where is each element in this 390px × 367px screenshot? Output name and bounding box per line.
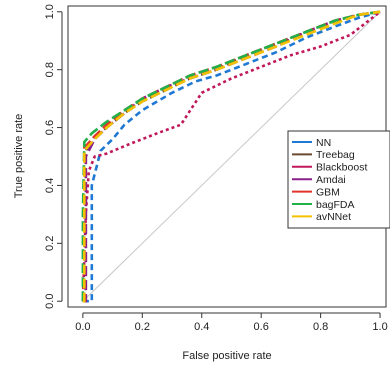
x-tick-label: 0.0: [75, 321, 90, 333]
y-tick-label: 0.6: [44, 120, 56, 135]
y-tick-label: 0.0: [44, 294, 56, 309]
y-axis-title: True positive rate: [13, 114, 25, 199]
legend-label: bagFDA: [316, 199, 355, 211]
x-axis-title: False positive rate: [182, 350, 271, 362]
legend-label: Amdai: [316, 174, 346, 186]
x-tick-label: 0.4: [194, 321, 209, 333]
x-tick-label: 0.2: [135, 321, 150, 333]
x-tick-label: 1.0: [372, 321, 387, 333]
series-line-avnnet: [82, 10, 381, 303]
x-tick-label: 0.8: [313, 321, 328, 333]
diagonal-reference-line: [82, 11, 381, 302]
legend-label: Blackboost: [316, 162, 367, 174]
y-tick-label: 0.2: [44, 236, 56, 251]
x-tick-label: 0.6: [254, 321, 269, 333]
legend-label: GBM: [316, 186, 340, 198]
series-line-nn: [82, 10, 381, 303]
series-group: [81, 10, 381, 303]
y-axis: 0.0 0.2 0.4 0.6 0.8 1.0: [44, 4, 63, 309]
legend-label: Treebag: [316, 149, 355, 161]
y-tick-label: 0.4: [44, 178, 56, 193]
y-tick-label: 1.0: [44, 4, 56, 19]
series-line-bagfda: [81, 10, 381, 302]
legend-label: NN: [316, 137, 331, 149]
x-axis: 0.0 0.2 0.4 0.6 0.8 1.0: [75, 312, 388, 333]
legend-label: avNNet: [316, 211, 351, 223]
y-tick-label: 0.8: [44, 62, 56, 77]
